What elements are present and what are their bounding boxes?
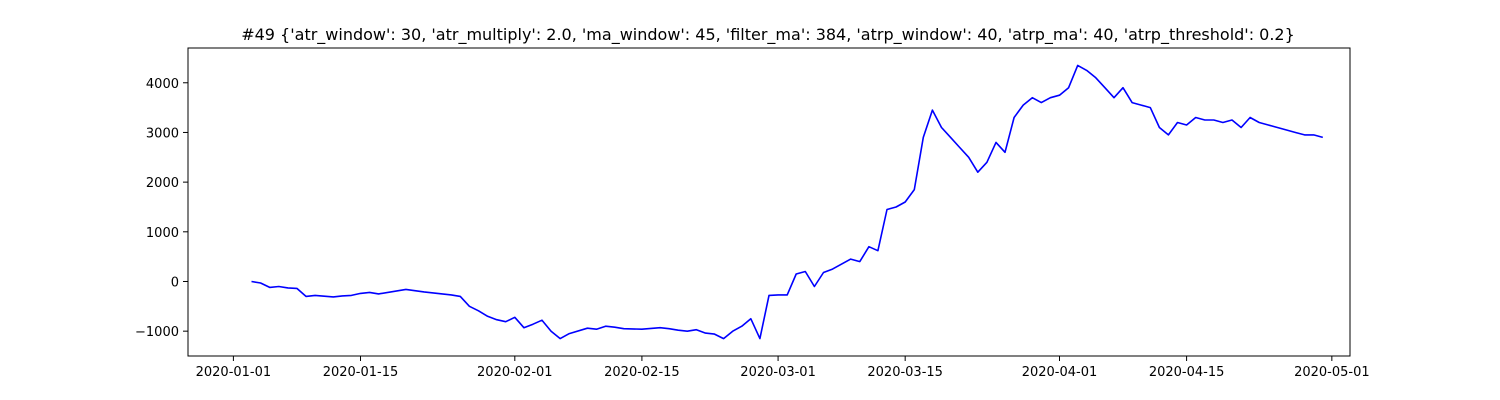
chart-title: #49 {'atr_window': 30, 'atr_multiply': 2… bbox=[241, 25, 1295, 45]
x-tick-label: 2020-04-01 bbox=[1022, 365, 1098, 380]
axes-layer bbox=[187, 47, 1351, 357]
x-tick-label: 2020-05-01 bbox=[1294, 365, 1370, 380]
y-tick-label: 2000 bbox=[146, 176, 179, 191]
y-tick-label: 1000 bbox=[146, 226, 179, 241]
y-tick-label: 0 bbox=[171, 275, 179, 290]
x-tick-label: 2020-01-15 bbox=[323, 365, 399, 380]
x-tick-label: 2020-04-15 bbox=[1149, 365, 1225, 380]
series-line-0 bbox=[251, 64, 1324, 340]
plot-frame bbox=[187, 47, 1351, 357]
series-layer bbox=[251, 64, 1324, 340]
y-tick-label: −1000 bbox=[135, 325, 179, 340]
x-tick-label: 2020-01-01 bbox=[196, 365, 272, 380]
y-tick-label: 4000 bbox=[146, 77, 179, 92]
x-tick-label: 2020-03-01 bbox=[740, 365, 816, 380]
y-tick-label: 3000 bbox=[146, 126, 179, 141]
x-tick-label: 2020-03-15 bbox=[867, 365, 943, 380]
x-tick-label: 2020-02-01 bbox=[477, 365, 553, 380]
ticks-layer: 2020-01-01 2020-01-15 2020-02-01 2020-02-15… bbox=[135, 77, 1370, 380]
x-tick-label: 2020-02-15 bbox=[604, 365, 680, 380]
